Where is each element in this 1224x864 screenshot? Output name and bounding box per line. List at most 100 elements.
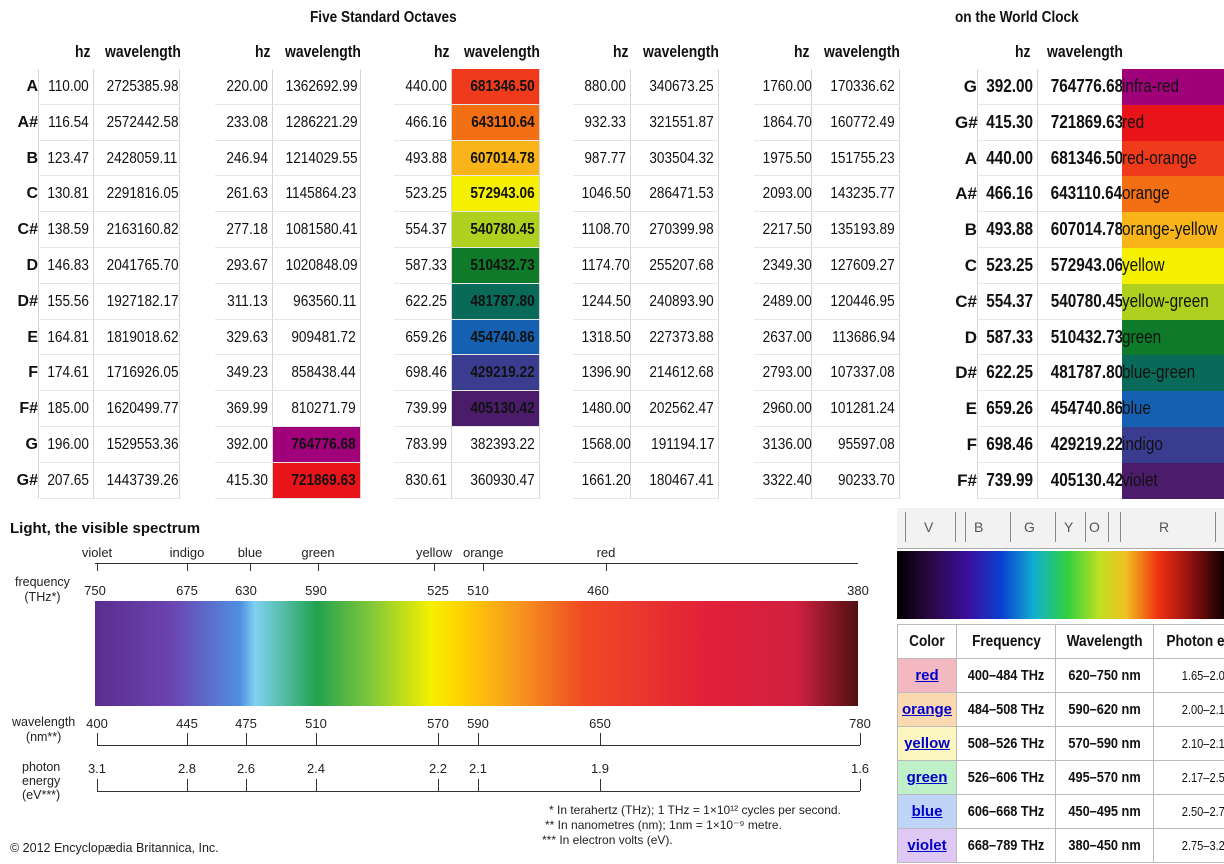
- color-cell[interactable]: red: [896, 658, 958, 693]
- axis-tick: [187, 779, 188, 791]
- axis-tick: [187, 733, 188, 745]
- wavelength-cell: 570–590 nm: [1055, 726, 1155, 761]
- wavelength-cell: 2163160.82: [94, 212, 180, 248]
- hz-cell: 493.88: [394, 140, 452, 177]
- color-table-header: Color: [896, 624, 958, 659]
- hz-cell: 369.99: [215, 391, 273, 427]
- wavelength-cell: 540780.45: [452, 212, 540, 248]
- color-cell[interactable]: green: [896, 760, 958, 795]
- color-name-cell: blue-green: [1122, 355, 1224, 392]
- hz-cell: 1864.70: [754, 104, 812, 141]
- spectrum-color-name: yellow: [415, 545, 453, 560]
- wavelength-cell: 1214029.55: [273, 140, 361, 177]
- hz-cell: 587.33: [978, 319, 1038, 356]
- axis-tick: [97, 563, 98, 571]
- color-link[interactable]: blue: [911, 803, 943, 820]
- color-cell[interactable]: yellow: [896, 726, 958, 761]
- color-cell[interactable]: violet: [896, 828, 958, 863]
- hz-cell: 2637.00: [754, 319, 812, 356]
- hz-cell: 1244.50: [573, 283, 631, 320]
- frequency-cell: 508–526 THz: [956, 726, 1057, 761]
- axis-line: [97, 745, 860, 746]
- frequency-cell: 484–508 THz: [956, 692, 1057, 727]
- color-link[interactable]: yellow: [904, 735, 950, 752]
- axis-tick: [860, 779, 861, 791]
- color-name-cell: orange-yellow: [1122, 212, 1224, 248]
- color-link[interactable]: green: [906, 769, 948, 786]
- hz-cell: 739.99: [394, 391, 452, 427]
- note-label: A#: [955, 176, 978, 213]
- frequency-cell: 400–484 THz: [956, 658, 1057, 693]
- axis-tick: [246, 779, 247, 791]
- color-link[interactable]: violet: [907, 837, 947, 854]
- energy-cell: 2.75–3.26 eV: [1153, 828, 1224, 863]
- wavelength-cell: 454740.86: [452, 319, 540, 356]
- wavelength-cell: 1620499.77: [94, 391, 180, 427]
- hz-cell: 123.47: [40, 140, 94, 177]
- energy-tick-label: 3.1: [87, 761, 107, 776]
- wavelength-cell: 1819018.62: [94, 319, 180, 356]
- note-label: G: [955, 69, 978, 105]
- color-name-cell: yellow-green: [1122, 283, 1224, 320]
- frequency-tick-label: 510: [467, 583, 489, 598]
- footnote: * In terahertz (THz); 1 THz = 1×10¹² cyc…: [549, 803, 841, 817]
- color-name-cell: violet: [1122, 462, 1224, 499]
- hz-cell: 415.30: [978, 104, 1038, 141]
- hz-cell: 146.83: [40, 248, 94, 284]
- hz-cell: 783.99: [394, 427, 452, 463]
- hz-cell: 220.00: [215, 69, 273, 105]
- wavelength-cell: 2572442.58: [94, 104, 180, 141]
- frequency-axis-label: frequency (THz*): [15, 575, 70, 604]
- hz-cell: 698.46: [978, 427, 1038, 463]
- hz-header: hz: [75, 42, 91, 61]
- wavelength-cell: 2291816.05: [94, 176, 180, 213]
- energy-tick-label: 1.6: [850, 761, 870, 776]
- color-cell[interactable]: blue: [896, 794, 958, 829]
- energy-tick-label: 2.4: [306, 761, 326, 776]
- hz-cell: 130.81: [40, 176, 94, 213]
- hz-cell: 277.18: [215, 212, 273, 248]
- band-letter: B: [974, 519, 984, 535]
- axis-tick: [187, 563, 188, 571]
- wavelength-cell: 1443739.26: [94, 462, 180, 499]
- axis-tick: [434, 563, 435, 571]
- spectrum-color-name: indigo: [169, 545, 205, 560]
- color-cell[interactable]: orange: [896, 692, 958, 727]
- wavelength-cell: 607014.78: [1038, 212, 1123, 248]
- hz-cell: 1480.00: [573, 391, 631, 427]
- wavelength-cell: 454740.86: [1038, 391, 1123, 427]
- energy-cell: 2.50–2.75 eV: [1153, 794, 1224, 829]
- wavelength-cell: 340673.25: [631, 69, 719, 105]
- color-link[interactable]: red: [915, 667, 939, 684]
- energy-cell: 2.17–2.50 eV: [1153, 760, 1224, 795]
- spectrum-color-name: blue: [237, 545, 263, 560]
- hz-header: hz: [613, 42, 629, 61]
- color-link[interactable]: orange: [902, 701, 953, 718]
- hz-cell: 698.46: [394, 355, 452, 392]
- wavelength-header: wavelength: [1047, 42, 1123, 61]
- hz-cell: 659.26: [978, 391, 1038, 427]
- band-letter: G: [1024, 519, 1035, 535]
- wavelength-cell: 810271.79: [273, 391, 361, 427]
- wavelength-header: wavelength: [285, 42, 361, 61]
- hz-cell: 138.59: [40, 212, 94, 248]
- hz-cell: 116.54: [40, 104, 94, 141]
- wavelength-cell: 160772.49: [812, 104, 900, 141]
- note-label: C#: [0, 212, 39, 248]
- wavelength-tick-label: 510: [305, 716, 327, 731]
- note-label: G#: [955, 104, 978, 141]
- wavelength-cell: 95597.08: [812, 427, 900, 463]
- wavelength-cell: 1529553.36: [94, 427, 180, 463]
- hz-cell: 932.33: [573, 104, 631, 141]
- band-divider: [1108, 512, 1109, 542]
- energy-tick-label: 2.2: [428, 761, 448, 776]
- energy-tick-label: 1.9: [590, 761, 610, 776]
- band-letter: V: [924, 519, 934, 535]
- color-name-cell: blue: [1122, 391, 1224, 427]
- wavelength-cell: 963560.11: [273, 283, 361, 320]
- note-label: D#: [0, 283, 39, 320]
- hz-cell: 739.99: [978, 462, 1038, 499]
- hz-cell: 2093.00: [754, 176, 812, 213]
